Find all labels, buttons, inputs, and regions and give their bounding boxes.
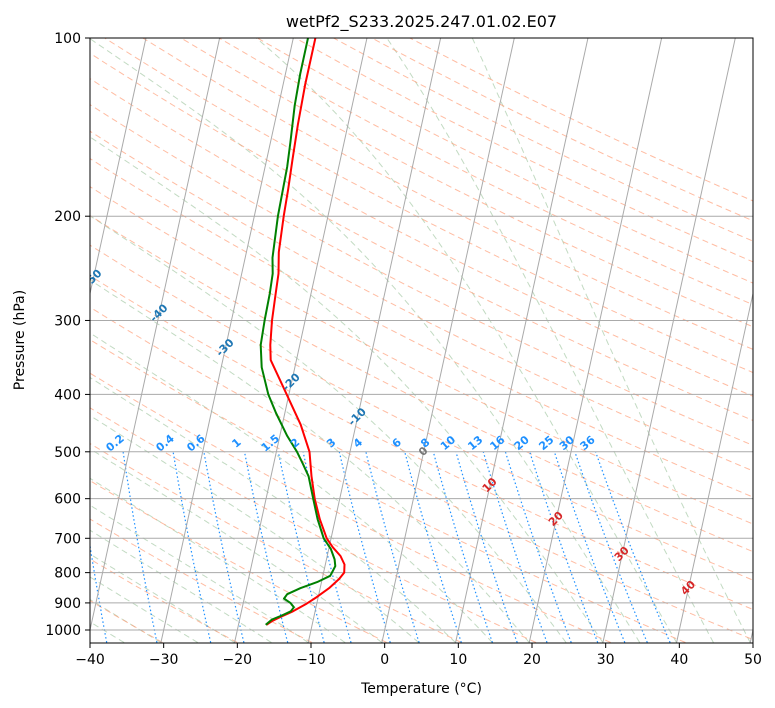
- isotherm-gridline: [455, 38, 589, 643]
- dry-adiabat-line: [90, 407, 537, 643]
- y-tick-label: 500: [54, 445, 81, 461]
- dry-adiabat-line: [90, 442, 462, 643]
- plot-area: 0.10.20.40.611.52346810131620253036-100-…: [90, 38, 753, 643]
- mixing-ratio-line: [432, 451, 493, 643]
- dry-adiabat-line: [90, 480, 387, 643]
- chart-title: wetPf2_S233.2025.247.01.02.E07: [286, 12, 557, 32]
- moist-adiabat-line: [471, 38, 751, 643]
- moist-adiabat-line: [90, 279, 530, 643]
- moist-adiabat-line: [90, 38, 641, 643]
- moist-adiabat-line: [90, 215, 567, 643]
- dry-adiabat-line: [90, 52, 753, 397]
- dry-adiabat-line: [90, 275, 753, 610]
- temperature-profile-line: [265, 38, 346, 626]
- moist-adiabat-line: [90, 477, 346, 643]
- x-tick-label: −10: [296, 652, 326, 668]
- dry-adiabats: [90, 38, 753, 643]
- isotherm-gridline: [528, 38, 663, 643]
- isotherm-gridline: [90, 38, 147, 296]
- mixing-ratio-line: [365, 451, 420, 643]
- x-axis-ticks: −40 −30 −20 −10 0 10 20 30 40 50: [75, 643, 762, 668]
- y-tick-label: 600: [54, 492, 81, 508]
- isotherm-gridline: [90, 38, 221, 633]
- dry-adiabat-line: [90, 339, 686, 643]
- plot-frame: [89, 37, 754, 644]
- mixing-ratio-line: [404, 451, 462, 643]
- dry-adiabat-line: [90, 244, 753, 581]
- mixing-ratio-line: [482, 451, 548, 643]
- x-tick-label: 30: [597, 652, 615, 668]
- isotherm-gridline: [307, 38, 442, 643]
- y-tick-label: 900: [54, 596, 81, 612]
- y-tick-label: 400: [54, 387, 81, 403]
- moist-adiabat-line: [90, 136, 604, 643]
- isobar-gridlines: [90, 38, 753, 631]
- y-axis-title: Pressure (hPa): [12, 290, 28, 390]
- y-tick-label: 800: [54, 566, 81, 582]
- y-tick-label: 1000: [45, 623, 81, 639]
- x-tick-label: 10: [449, 652, 467, 668]
- y-tick-label: 100: [54, 31, 81, 47]
- mixing-ratio-line: [338, 451, 391, 643]
- x-axis-title: Temperature (°C): [360, 681, 482, 697]
- x-tick-label: −30: [149, 652, 179, 668]
- dewpoint-profile-line: [259, 38, 337, 626]
- moist-adiabat-line: [90, 448, 383, 643]
- dry-adiabat-line: [90, 104, 753, 446]
- moist-adiabats: [90, 38, 751, 643]
- moist-adiabat-line: [90, 332, 493, 643]
- x-tick-label: −40: [75, 652, 105, 668]
- moist-adiabat-line: [90, 553, 235, 643]
- x-tick-label: 0: [380, 652, 389, 668]
- dry-adiabat-line: [90, 372, 611, 643]
- mixing-ratio-line: [574, 451, 648, 643]
- mixing-ratio-line: [553, 451, 626, 643]
- mixing-ratio-line: [277, 451, 325, 643]
- x-tick-label: 20: [523, 652, 541, 668]
- moist-adiabat-line: [90, 576, 199, 643]
- moist-adiabat-line: [90, 414, 420, 643]
- mixing-ratio-line: [529, 451, 599, 643]
- moist-adiabat-line: [90, 598, 162, 643]
- x-tick-label: 50: [744, 652, 762, 668]
- moist-adiabat-line: [90, 376, 456, 643]
- isotherm-gridline: [234, 38, 368, 643]
- y-tick-label: 300: [54, 313, 81, 329]
- y-axis-ticks: 1000 900 800 700 600 500 400 300 200 100: [45, 31, 90, 639]
- y-tick-label: 700: [54, 531, 81, 547]
- mixing-ratio-line: [172, 451, 212, 643]
- dry-adiabat-line: [90, 214, 753, 553]
- sounding-series: [259, 38, 346, 626]
- mixing-ratio-line: [243, 451, 289, 643]
- isotherm-gridline: [602, 38, 736, 643]
- x-tick-label: 40: [670, 652, 688, 668]
- y-tick-label: 200: [54, 209, 81, 225]
- mixing-ratio-line: [595, 451, 671, 643]
- dry-adiabat-line: [90, 186, 753, 525]
- dry-adiabat-line: [90, 158, 753, 498]
- dry-adiabat-line: [90, 130, 753, 472]
- mixing-ratio-line: [504, 451, 572, 643]
- isotherm-gridline: [676, 291, 753, 643]
- mixing-ratio-lines: [90, 451, 671, 643]
- dry-adiabat-line: [218, 38, 753, 306]
- x-tick-label: −20: [223, 652, 253, 668]
- skewed-isotherm-gridlines: [90, 38, 753, 643]
- dry-adiabat-line: [104, 38, 753, 374]
- mixing-ratio-line: [455, 451, 518, 643]
- moist-adiabat-line: [386, 38, 714, 643]
- mixing-ratio-line: [203, 451, 245, 643]
- isotherm-gridline: [381, 38, 515, 643]
- isotherm-gridline: [160, 38, 294, 643]
